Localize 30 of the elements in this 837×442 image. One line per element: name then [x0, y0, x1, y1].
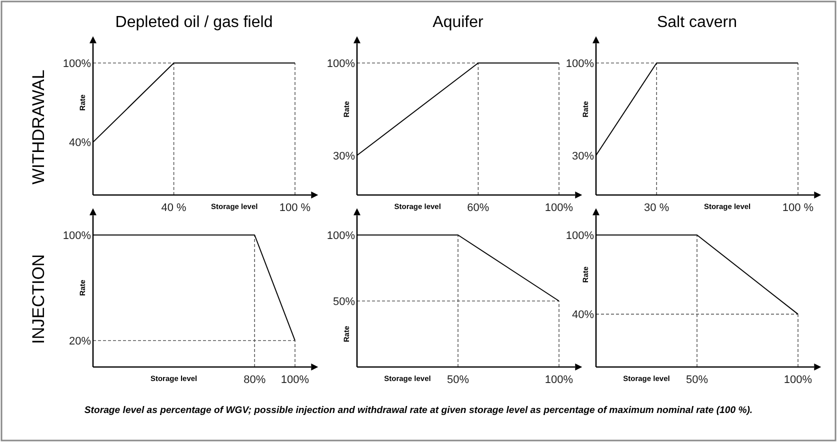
y-tick-label: 40%: [68, 137, 92, 150]
x-tick-label: 100 %: [782, 202, 814, 214]
y-tick-label: 40%: [572, 309, 594, 322]
x-tick-label: 50%: [446, 374, 470, 386]
text: Storage level as percentage of WGV; possible injection and withdrawal rate at given storage level as percentage of maximum nominal rate (100 %).: [84, 405, 753, 416]
y-tick-label: 100%: [566, 58, 594, 70]
y-tick-label: 100%: [62, 58, 92, 70]
chart-title: Depleted oil / gas field: [115, 14, 273, 31]
x-tick-label: 100%: [544, 374, 574, 386]
y-tick-label: 20%: [68, 336, 92, 348]
y-tick-label: 100%: [566, 230, 594, 242]
x-tick-label: 60%: [467, 202, 490, 214]
x-tick-label: 100%: [544, 202, 574, 214]
y-tick-label: 50%: [332, 296, 356, 308]
text: INJECTION: [29, 254, 48, 344]
y-tick-label: 100%: [62, 230, 92, 242]
x-tick-label: 100 %: [279, 202, 311, 214]
chart-title: Aquifer: [432, 14, 484, 31]
x-tick-label: 100%: [280, 374, 310, 386]
y-tick-label: 30%: [332, 150, 356, 162]
chart-title: Salt cavern: [656, 14, 738, 31]
y-tick-label: 100%: [326, 58, 356, 70]
y-tick-label: 100%: [326, 230, 356, 242]
x-tick-label: 30 %: [644, 202, 670, 214]
y-tick-label: 30%: [572, 150, 594, 162]
x-tick-label: 80%: [244, 374, 266, 386]
x-tick-label: 50%: [686, 374, 708, 386]
x-tick-label: 100%: [784, 374, 812, 386]
x-tick-label: 40 %: [161, 202, 187, 214]
text: WITHDRAWAL: [29, 70, 48, 185]
